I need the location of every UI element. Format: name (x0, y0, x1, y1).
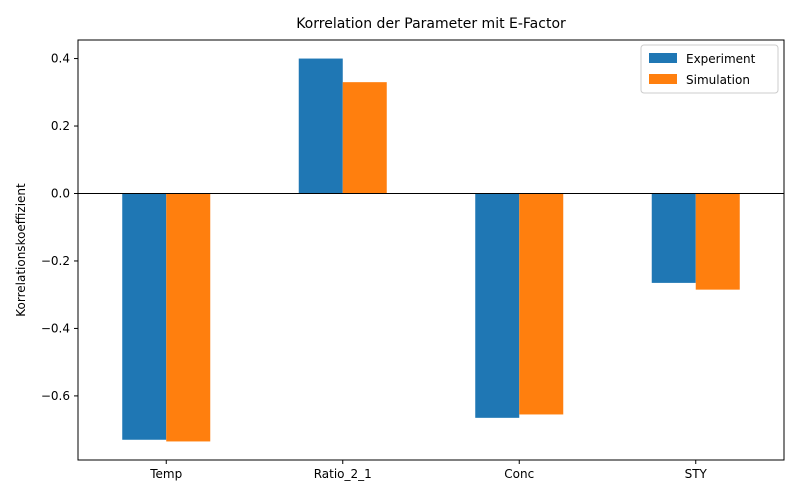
plot-frame (77, 39, 785, 461)
y-tick-label: 0.2 (51, 119, 70, 133)
bar-experiment-temp (122, 193, 167, 440)
y-tick-label: −0.6 (41, 389, 70, 403)
bar-simulation-ratio_2_1 (342, 82, 387, 194)
legend: Experiment Simulation (640, 44, 779, 94)
x-tick-label-conc: Conc (504, 467, 534, 481)
legend-label-simulation: Simulation (686, 73, 750, 87)
x-tick-label-temp: Temp (149, 467, 182, 481)
legend-swatch-simulation (649, 74, 677, 84)
legend-swatch-experiment (649, 53, 677, 63)
x-tick-label-ratio_2_1: Ratio_2_1 (314, 467, 372, 481)
bar-simulation-sty (695, 193, 740, 290)
y-tick-label: 0.4 (51, 52, 70, 66)
bar-simulation-temp (166, 193, 211, 442)
y-tick-label: −0.2 (41, 254, 70, 268)
legend-label-experiment: Experiment (686, 52, 756, 66)
y-tick-label: −0.4 (41, 321, 70, 335)
bars-layer (122, 58, 740, 442)
chart-title: Korrelation der Parameter mit E-Factor (296, 16, 566, 32)
x-axis-ticks: Temp Ratio_2_1 Conc STY (149, 460, 708, 481)
y-tick-label: 0.0 (51, 186, 70, 200)
x-tick-label-sty: STY (685, 467, 708, 481)
bar-experiment-conc (475, 193, 520, 418)
y-axis-label: Korrelationskoeffizient (14, 183, 28, 317)
bar-experiment-sty (651, 193, 696, 283)
bar-experiment-ratio_2_1 (298, 58, 343, 194)
y-axis-ticks: −0.6 −0.4 −0.2 0.0 0.2 0.4 (41, 52, 78, 403)
bar-simulation-conc (519, 193, 564, 415)
